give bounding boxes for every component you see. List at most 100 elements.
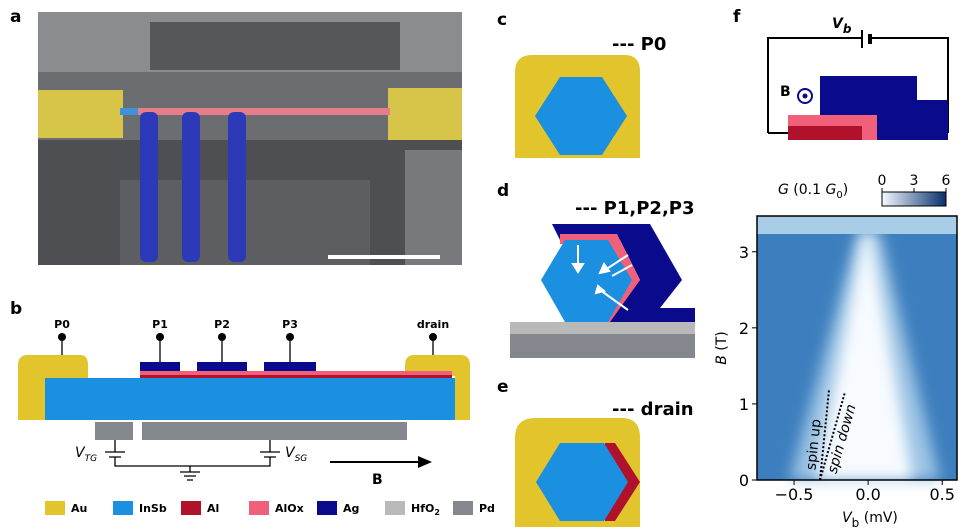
shape (120, 108, 390, 115)
device-schematic (18, 333, 470, 481)
symbol: V (285, 445, 296, 461)
shape (286, 333, 294, 341)
shape (218, 333, 226, 341)
insb-wire (536, 443, 628, 521)
shape (405, 150, 462, 265)
terminal-label: P2 (214, 318, 230, 331)
sem-image (38, 12, 462, 265)
legend-swatch (249, 501, 269, 515)
axes: −0.5 0.0 0.5 0 1 2 3 (739, 243, 955, 504)
panel-label: b (10, 299, 22, 319)
text-part: ) (843, 182, 848, 198)
al-layer (788, 126, 862, 140)
shape (264, 362, 316, 371)
shape (197, 362, 247, 371)
text-part: 0 (836, 190, 842, 201)
legend-label: Ag (343, 502, 359, 515)
y-tick-label: 2 (739, 319, 749, 338)
shape (388, 88, 462, 140)
text-part: G (778, 182, 789, 198)
insb-wire (535, 77, 627, 155)
colorbar-ticks: 0 3 6 (878, 173, 951, 192)
legend-name: HfO (411, 502, 434, 515)
legend-label: Pd (479, 502, 495, 515)
shape (45, 378, 455, 420)
legend-name: Ag (343, 502, 359, 515)
legend-name: Au (71, 502, 87, 515)
terminal-label: P1 (152, 318, 168, 331)
legend-label: Al (207, 502, 219, 515)
shape (142, 422, 407, 440)
subscript: TG (85, 454, 97, 464)
gate-label: VTG (75, 445, 97, 464)
legend-label: AlOx (275, 502, 304, 515)
caption: --- P0 (612, 34, 666, 55)
legend: Au InSb Al AlOx Ag HfO2 Pd (45, 501, 495, 517)
x-tick-label: 0.0 (855, 485, 880, 504)
shape (140, 112, 158, 262)
caption: --- drain (612, 399, 694, 420)
legend-label: InSb (139, 502, 167, 515)
field-symbol (802, 93, 808, 99)
legend-swatch (317, 501, 337, 515)
symbol: V (75, 445, 86, 461)
panel-label: c (497, 10, 507, 30)
shape (816, 232, 913, 480)
colorbar-tick-label: 6 (942, 173, 951, 189)
shape (228, 112, 246, 262)
x-tick-label: −0.5 (775, 485, 814, 504)
legend-label: HfO2 (411, 502, 440, 517)
shape (140, 371, 452, 375)
text-part: V (842, 510, 853, 526)
legend-swatch (45, 501, 65, 515)
shape (552, 224, 695, 322)
field-label: B (372, 472, 383, 488)
shape (599, 289, 629, 311)
shape (18, 355, 88, 420)
y-tick-label: 1 (739, 395, 749, 414)
colorbar-tick-label: 3 (910, 173, 919, 189)
shape (182, 112, 200, 262)
legend-name: AlOx (275, 502, 304, 515)
bias-label: Vb (832, 16, 852, 36)
shape (418, 456, 432, 468)
y-tick-label: 0 (739, 471, 749, 490)
y-tick-label: 3 (739, 243, 749, 262)
shape (429, 333, 437, 341)
heatmap (756, 215, 958, 481)
shape (541, 240, 632, 322)
colorbar (881, 191, 947, 207)
panel-label: a (10, 7, 21, 27)
shape (510, 322, 695, 334)
x-tick-label: 0.5 (929, 485, 954, 504)
shape (604, 254, 629, 271)
legend-label: Au (71, 502, 87, 515)
legend-name: Pd (479, 502, 495, 515)
legend-sub: 2 (434, 508, 440, 517)
field-symbol (797, 88, 813, 104)
legend-name: InSb (139, 502, 167, 515)
panel-label: f (733, 7, 741, 27)
shape (120, 108, 138, 115)
gate-stack (510, 224, 695, 358)
field-label: B (780, 84, 791, 100)
panel-label: d (497, 181, 509, 201)
subscript: b (843, 22, 852, 36)
shape (611, 264, 633, 277)
caption: --- P1,P2,P3 (575, 198, 695, 219)
shape (95, 422, 133, 440)
shape (756, 215, 958, 481)
shape (150, 22, 400, 70)
shape (328, 255, 440, 259)
text-part: (mV) (859, 510, 898, 526)
text-part: B (714, 355, 730, 365)
shape (156, 333, 164, 341)
legend-swatch (181, 501, 201, 515)
annotation: spin up (803, 418, 824, 471)
terminal-label: P0 (54, 318, 70, 331)
text-part: b (852, 516, 860, 527)
shape (819, 391, 846, 481)
legend-swatch (453, 501, 473, 515)
